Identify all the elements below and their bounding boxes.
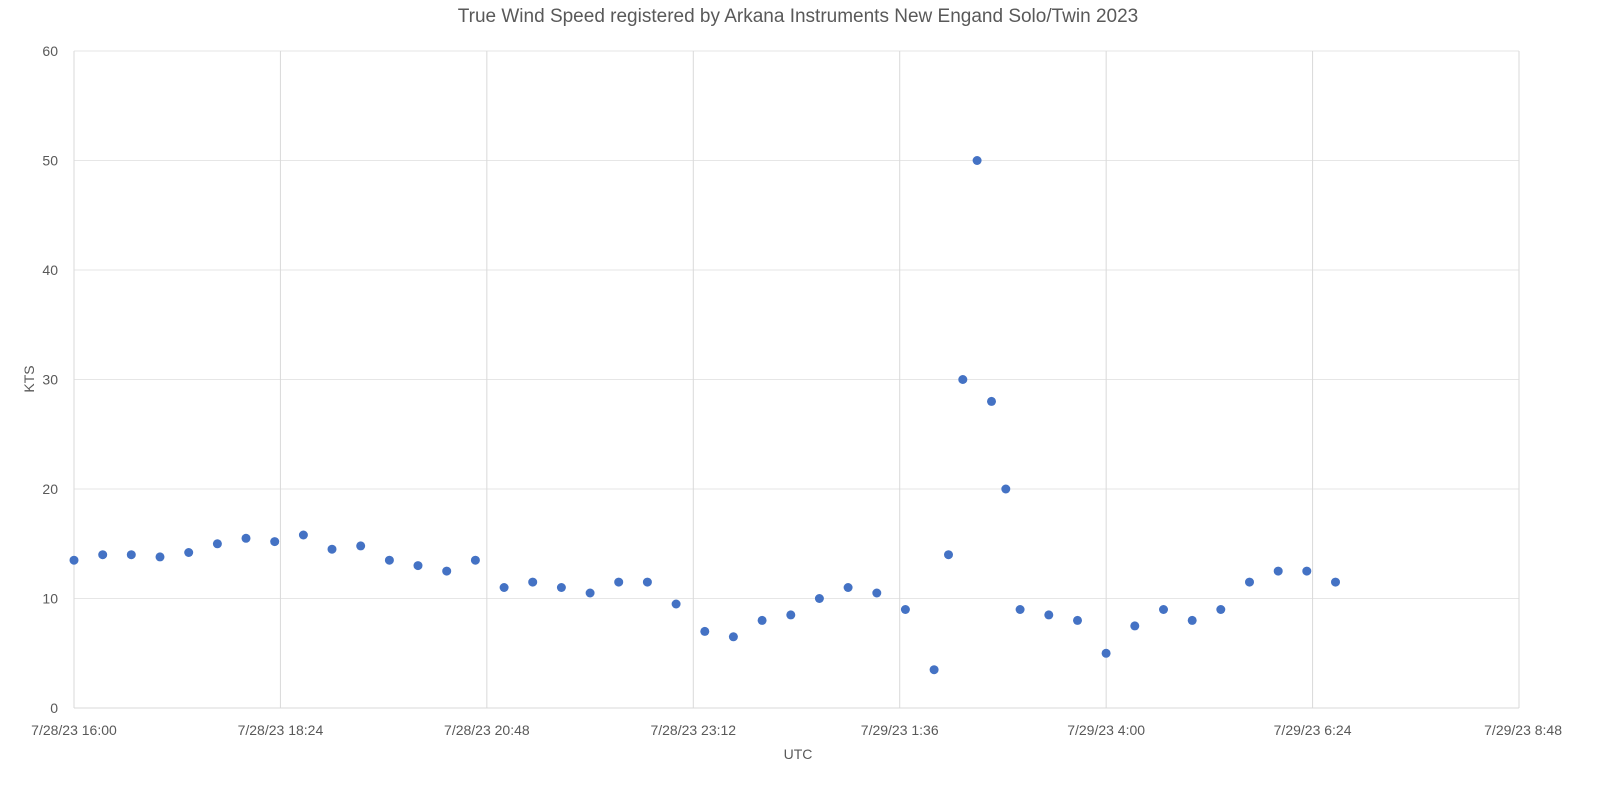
data-point <box>786 610 796 620</box>
data-point <box>499 583 509 592</box>
y-tick-label: 10 <box>42 591 58 607</box>
data-point <box>642 577 652 587</box>
x-tick-label: 7/28/23 16:00 <box>31 722 117 738</box>
data-point <box>728 632 738 642</box>
data-point <box>1245 577 1254 587</box>
data-point <box>1101 648 1111 658</box>
data-point <box>585 588 595 598</box>
y-tick-labels: 0 10 20 30 40 50 60 <box>42 43 58 716</box>
data-point <box>413 561 423 571</box>
data-point <box>556 583 566 592</box>
data-point <box>929 665 939 675</box>
data-point <box>1331 577 1340 587</box>
y-tick-label: 20 <box>42 481 58 497</box>
data-point <box>1159 605 1168 614</box>
x-tick-label: 7/29/23 8:48 <box>1484 722 1562 738</box>
data-point <box>843 583 853 592</box>
data-point <box>972 156 982 165</box>
data-point <box>69 555 79 565</box>
data-point <box>1216 605 1226 614</box>
data-point <box>671 599 681 609</box>
data-point <box>241 533 251 543</box>
data-point <box>944 550 953 560</box>
data-point <box>872 588 882 598</box>
data-point <box>327 544 337 554</box>
data-point <box>700 626 710 636</box>
data-point <box>614 577 624 587</box>
data-point <box>356 541 366 551</box>
data-point <box>442 566 452 576</box>
data-point <box>1015 605 1025 614</box>
data-point <box>1130 621 1140 631</box>
data-point <box>298 530 308 540</box>
data-points <box>69 156 1340 675</box>
data-point <box>757 615 767 625</box>
data-point <box>1302 566 1312 576</box>
y-tick-label: 60 <box>42 43 58 59</box>
y-tick-label: 40 <box>42 262 58 278</box>
data-point <box>528 577 538 587</box>
data-point <box>1187 615 1197 625</box>
x-gridlines <box>73 51 1520 708</box>
x-tick-label: 7/28/23 23:12 <box>650 722 736 738</box>
y-tick-label: 30 <box>42 372 58 388</box>
data-point <box>126 550 136 560</box>
data-point <box>1001 484 1011 494</box>
data-point <box>184 548 194 557</box>
data-point <box>212 539 222 549</box>
x-tick-label: 7/28/23 20:48 <box>444 722 530 738</box>
data-point <box>1044 610 1054 620</box>
y-tick-label: 50 <box>42 153 58 169</box>
y-axis-label: KTS <box>21 365 37 392</box>
y-tick-label: 0 <box>50 700 58 716</box>
data-point <box>98 550 108 560</box>
data-point <box>987 396 996 406</box>
data-point <box>155 552 165 562</box>
x-axis-label: UTC <box>784 746 813 762</box>
x-tick-label: 7/29/23 6:24 <box>1274 722 1352 738</box>
x-tick-labels: 7/28/23 16:00 7/28/23 18:24 7/28/23 20:48 7… <box>31 722 1562 738</box>
data-point <box>470 555 480 565</box>
data-point <box>384 555 394 565</box>
data-point <box>958 375 968 384</box>
data-point <box>1073 615 1082 625</box>
data-point <box>900 605 910 614</box>
y-gridlines <box>74 50 1519 599</box>
x-tick-label: 7/29/23 1:36 <box>861 722 939 738</box>
data-point <box>1273 566 1283 576</box>
chart-title: True Wind Speed registered by Arkana Ins… <box>458 6 1139 27</box>
data-point <box>814 594 824 603</box>
x-tick-label: 7/28/23 18:24 <box>238 722 324 738</box>
data-point <box>270 537 280 547</box>
x-tick-label: 7/29/23 4:00 <box>1067 722 1145 738</box>
